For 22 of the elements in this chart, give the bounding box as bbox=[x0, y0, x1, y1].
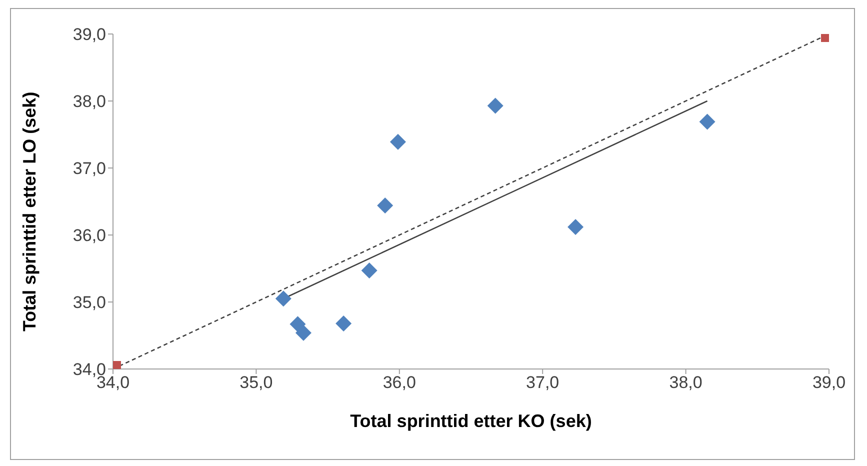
point bbox=[568, 218, 584, 235]
y-axis-title: Total sprinttid etter LO (sek) bbox=[19, 92, 40, 332]
point bbox=[336, 315, 352, 332]
point bbox=[290, 316, 306, 332]
point bbox=[487, 98, 504, 114]
point bbox=[361, 262, 378, 279]
x-tick-label: 38,0 bbox=[669, 373, 702, 392]
y-tick-label: 35,0 bbox=[72, 293, 106, 312]
x-tick-label: 36,0 bbox=[382, 373, 416, 392]
y-tick-label: 39,0 bbox=[72, 25, 106, 44]
y-tick-label: 37,0 bbox=[72, 159, 106, 178]
x-tick-label: 39,0 bbox=[812, 373, 846, 392]
x-tick-label: 35,0 bbox=[240, 373, 273, 392]
y-tick-label: 36,0 bbox=[72, 226, 106, 246]
point bbox=[295, 324, 312, 341]
point bbox=[699, 114, 716, 130]
x-tick-label: 37,0 bbox=[526, 373, 560, 392]
x-axis-title: Total sprinttid etter KO (sek) bbox=[350, 411, 592, 431]
point bbox=[275, 290, 292, 307]
point bbox=[377, 198, 394, 214]
y-tick-label: 38,0 bbox=[72, 92, 106, 112]
point bbox=[390, 134, 406, 150]
